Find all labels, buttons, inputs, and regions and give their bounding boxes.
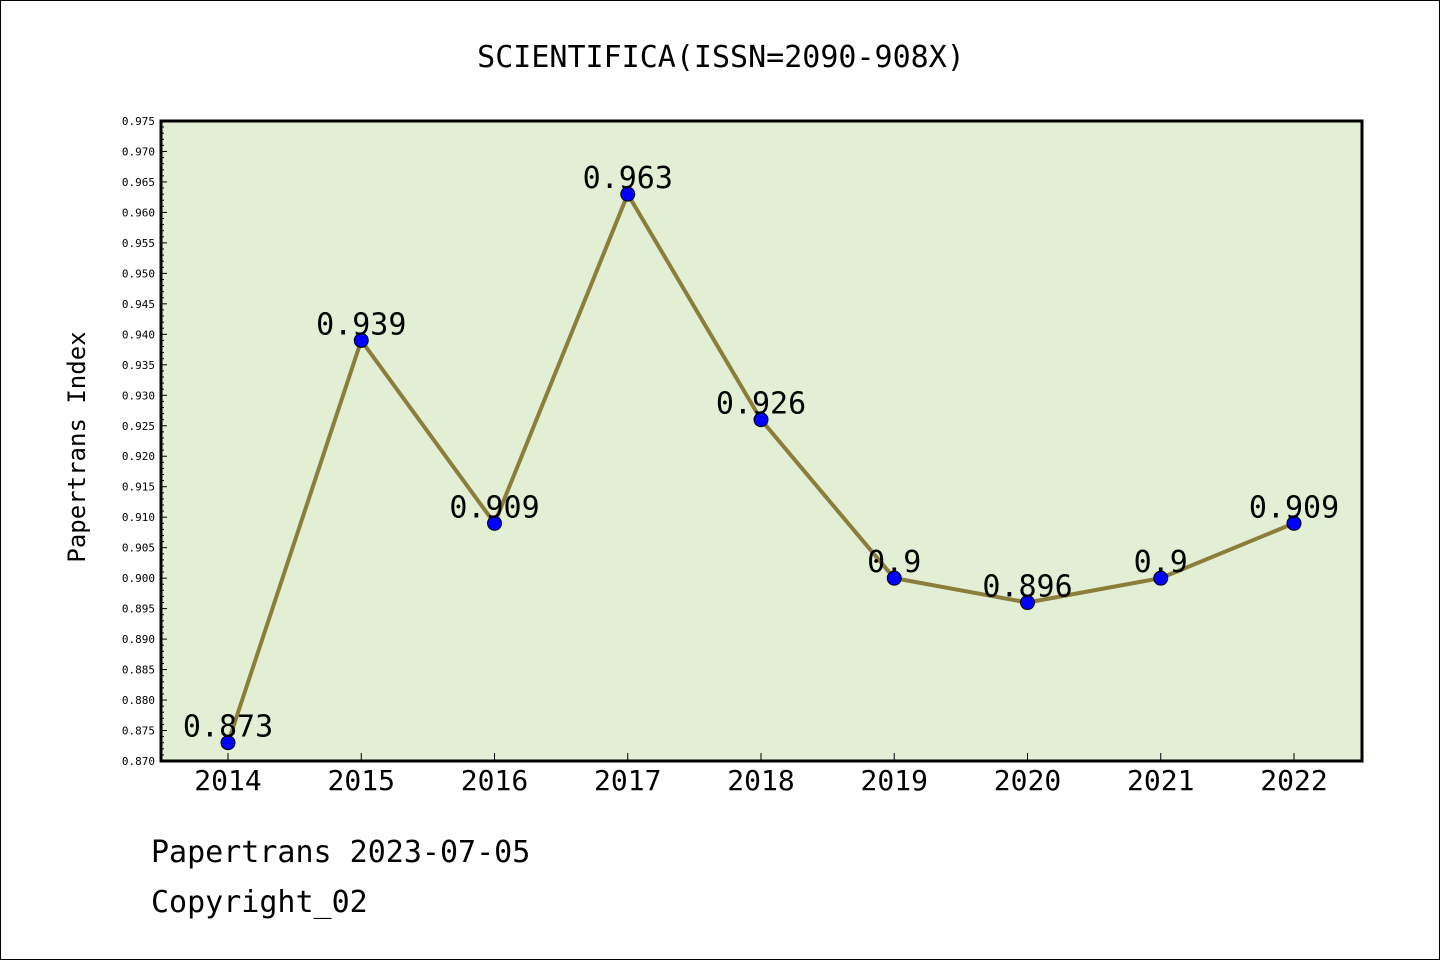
- footer-date: Papertrans 2023-07-05: [151, 835, 531, 870]
- data-point: [353, 332, 369, 348]
- data-label: 0.909: [449, 490, 539, 525]
- data-label: 0.926: [716, 387, 806, 422]
- data-label: 0.9: [867, 545, 921, 580]
- y-tick-label: 0.900: [122, 572, 155, 585]
- data-point: [220, 735, 236, 751]
- x-tick-label: 2016: [461, 764, 528, 797]
- data-point: [487, 515, 502, 531]
- data-point: [1286, 515, 1302, 531]
- data-label: 0.9: [1134, 545, 1188, 580]
- y-tick-label: 0.960: [122, 206, 155, 219]
- x-tick-label: 2017: [594, 764, 661, 797]
- data-label: 0.896: [982, 570, 1072, 605]
- x-axis: 2014 2015 2016 2017 2018 2019 2020 2021 2022: [194, 753, 1328, 797]
- data-point: [886, 570, 902, 586]
- y-tick-label: 0.970: [122, 145, 155, 158]
- y-tick-label: 0.910: [122, 511, 155, 524]
- y-tick-label: 0.935: [122, 359, 155, 372]
- data-label: 0.939: [316, 307, 406, 342]
- y-tick-label: 0.890: [122, 633, 155, 646]
- y-tick-label: 0.940: [122, 328, 155, 341]
- data-point: [1020, 595, 1035, 611]
- x-tick-label: 2018: [727, 764, 794, 797]
- x-tick-label: 2022: [1260, 764, 1327, 797]
- x-tick-label: 2015: [328, 764, 395, 797]
- y-tick-label: 0.965: [122, 176, 155, 189]
- chart-title: SCIENTIFICA(ISSN=2090-908X): [477, 40, 965, 75]
- data-point: [753, 412, 769, 428]
- data-label: 0.873: [183, 710, 273, 745]
- data-point: [1153, 570, 1169, 586]
- y-tick-label: 0.905: [122, 542, 155, 555]
- y-axis-label: Papertrans Index: [63, 331, 91, 562]
- y-tick-label: 0.950: [122, 267, 155, 280]
- y-tick-label: 0.915: [122, 481, 155, 494]
- x-tick-label: 2019: [861, 764, 928, 797]
- y-tick-label: 0.945: [122, 298, 155, 311]
- y-tick-label: 0.930: [122, 389, 155, 402]
- series-layer: 0.873 0.939 0.909 0.963 0.926 0.9 0.896 0.9 0.90…: [183, 161, 1339, 751]
- y-tick-label: 0.925: [122, 420, 155, 433]
- y-tick-label: 0.880: [122, 694, 155, 707]
- plot-border: [159, 119, 1364, 763]
- data-label: 0.909: [1249, 490, 1339, 525]
- y-tick-label: 0.875: [122, 725, 155, 738]
- y-tick-label: 0.975: [122, 115, 155, 128]
- x-tick-label: 2021: [1127, 764, 1194, 797]
- y-tick-label: 0.920: [122, 450, 155, 463]
- y-tick-label: 0.895: [122, 603, 155, 616]
- y-tick-label: 0.870: [122, 755, 155, 768]
- x-tick-label: 2020: [994, 764, 1061, 797]
- plot-area: [161, 121, 1362, 761]
- y-axis: 0.870 0.875 0.880 0.885 0.890 0.895 0.900 0.905…: [122, 115, 167, 768]
- data-label: 0.963: [583, 161, 673, 196]
- y-tick-label: 0.955: [122, 237, 155, 250]
- y-tick-label: 0.885: [122, 664, 155, 677]
- footer-copyright: Copyright_02: [151, 885, 368, 920]
- data-point: [620, 186, 636, 202]
- x-tick-label: 2014: [194, 764, 261, 797]
